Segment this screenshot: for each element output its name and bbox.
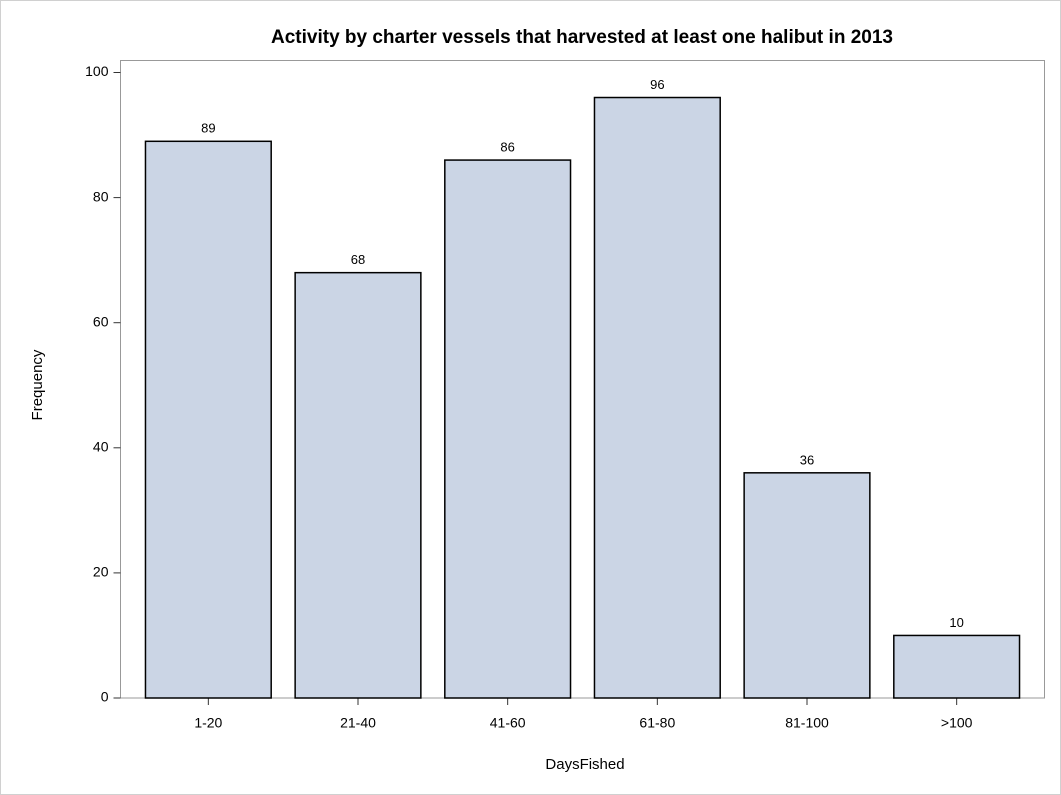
x-tick-label: 21-40 [340, 715, 376, 731]
value-label: 86 [500, 140, 514, 155]
x-tick-label: >100 [941, 715, 973, 731]
bar [444, 159, 572, 699]
value-label: 96 [650, 77, 664, 92]
value-label: 68 [351, 252, 365, 267]
x-axis-label: DaysFished [545, 756, 624, 773]
value-label: 36 [800, 452, 814, 467]
value-label: 10 [949, 615, 963, 630]
y-tick-label: 0 [101, 689, 109, 705]
value-label: 89 [201, 121, 215, 136]
bar [593, 96, 721, 699]
bar [893, 634, 1021, 699]
y-axis-label: Frequency [29, 349, 46, 420]
y-tick-label: 20 [93, 564, 109, 580]
plot-frame [120, 60, 1045, 699]
x-tick-label: 41-60 [490, 715, 526, 731]
y-tick-label: 60 [93, 313, 109, 329]
x-tick-label: 81-100 [785, 715, 829, 731]
x-tick-label: 1-20 [194, 715, 222, 731]
y-tick-label: 80 [93, 188, 109, 204]
bar [144, 140, 272, 699]
y-tick-label: 40 [93, 439, 109, 455]
y-tick-label: 100 [85, 63, 109, 79]
x-tick-label: 61-80 [639, 715, 675, 731]
chart-title: Activity by charter vessels that harvest… [271, 27, 893, 48]
bar [294, 271, 422, 699]
bar [743, 472, 871, 699]
